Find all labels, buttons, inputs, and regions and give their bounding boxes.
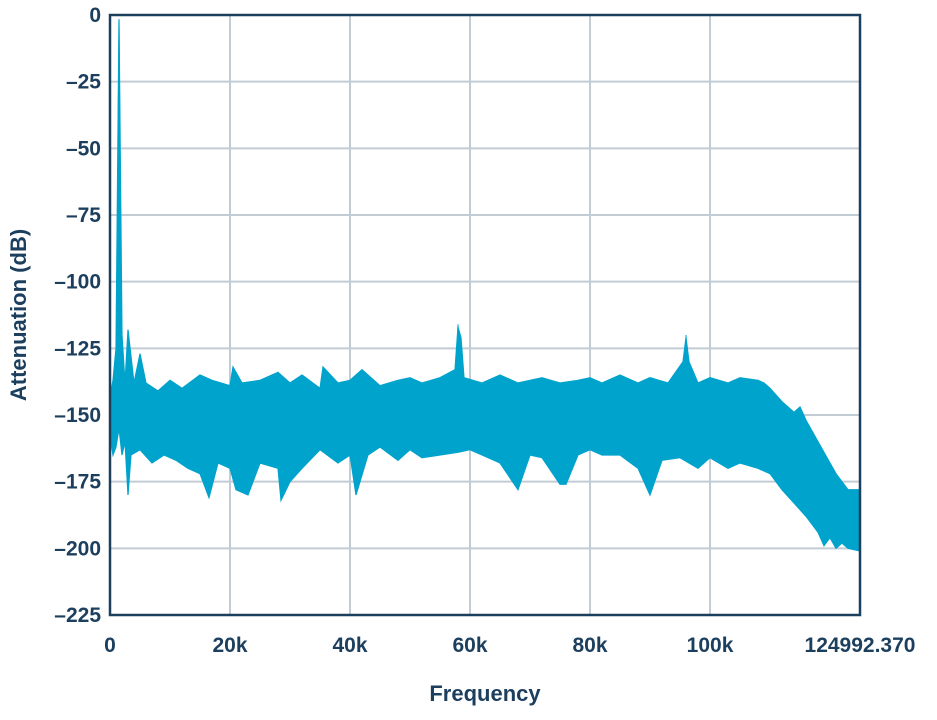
y-tick-label: –25 <box>66 71 101 94</box>
axes <box>108 13 862 617</box>
plot-frame <box>108 13 862 617</box>
x-axis-title: Frequency <box>429 681 541 706</box>
x-tick-label: 40k <box>332 634 367 657</box>
spectrum-band <box>109 20 861 552</box>
spectrum-peak <box>682 334 690 416</box>
y-axis-title: Attenuation (dB) <box>6 229 31 401</box>
y-tick-label: –175 <box>54 471 101 494</box>
spectrum-peak <box>454 324 462 416</box>
y-tick-label: –75 <box>66 204 101 227</box>
y-tick-label: –125 <box>54 337 101 360</box>
y-tick-label: –225 <box>54 604 101 627</box>
x-tick-label: 124992.370 <box>805 634 916 657</box>
x-tick-label: 100k <box>687 634 734 657</box>
y-tick-label: –150 <box>54 404 101 427</box>
x-tick-label: 0 <box>104 634 116 657</box>
y-tick-label: –100 <box>54 271 101 294</box>
y-tick-label: –50 <box>66 137 101 160</box>
y-tick-label: –200 <box>54 537 101 560</box>
x-tick-label: 80k <box>573 634 608 657</box>
x-tick-label: 60k <box>452 634 487 657</box>
grid <box>109 14 861 616</box>
tick-labels: 0 20k 40k 60k 80k 100k 124992.370 0 –25 –50 –75 –10… <box>54 4 915 657</box>
spectrum-peak <box>115 18 123 416</box>
y-tick-label: 0 <box>89 4 101 27</box>
x-tick-label: 20k <box>212 634 247 657</box>
series-layer <box>109 18 861 552</box>
